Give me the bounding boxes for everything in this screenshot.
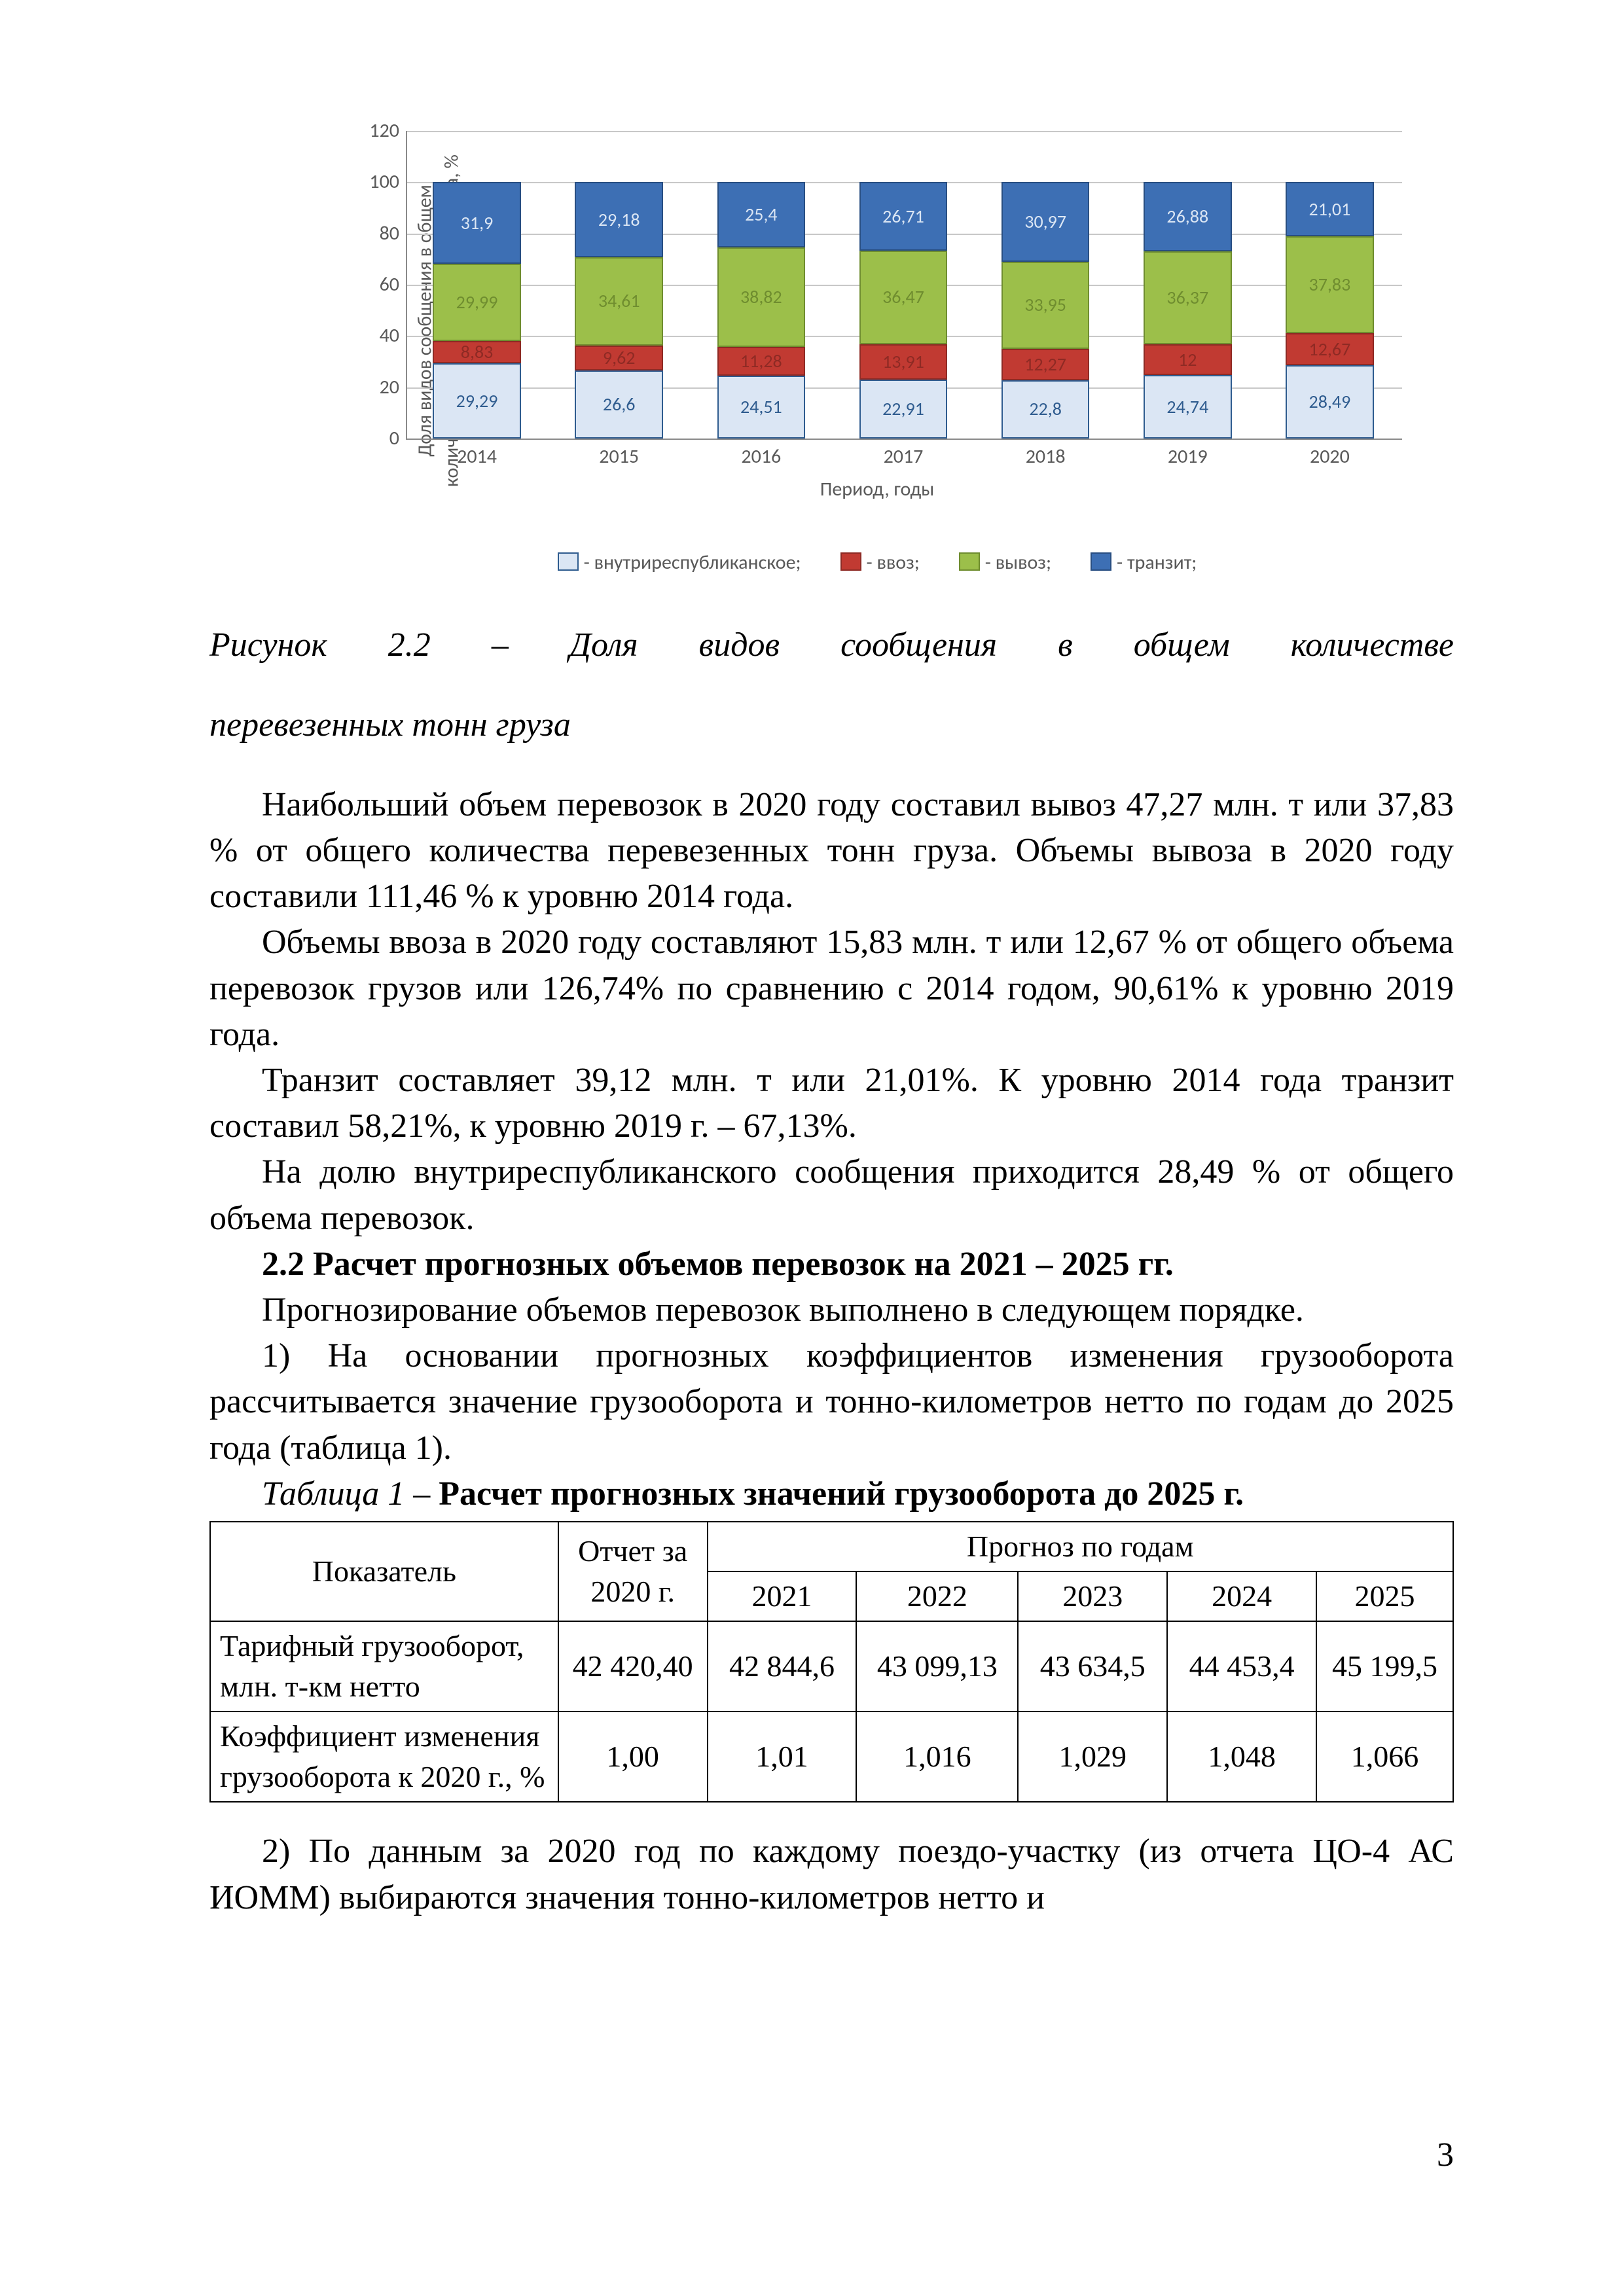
y-tick-label: 40	[360, 323, 399, 350]
bar-segment-transit: 29,18	[575, 182, 663, 257]
chart-stacked-bar: Доля видов сообщения в общем количестве …	[340, 118, 1414, 524]
table-row: Тарифный грузооборот, млн. т-км нетто42 …	[210, 1621, 1453, 1712]
bar-segment-internal: 24,51	[717, 376, 806, 439]
bar-segment-import: 11,28	[717, 347, 806, 376]
th-report-2020: Отчет за 2020 г.	[558, 1522, 708, 1621]
x-category-label: 2018	[1001, 444, 1090, 471]
th-year: 2021	[708, 1571, 857, 1621]
table-row: Коэффициент изменения грузооборота к 202…	[210, 1712, 1453, 1802]
td-label: Тарифный грузооборот, млн. т-км нетто	[210, 1621, 558, 1712]
td-value: 1,01	[708, 1712, 857, 1802]
bar-segment-export: 29,99	[433, 264, 521, 340]
bar-segment-internal: 28,49	[1286, 365, 1374, 439]
y-tick-label: 20	[360, 374, 399, 401]
table-title: Таблица 1 – Расчет прогнозных значений г…	[209, 1471, 1454, 1517]
bar-segment-export: 34,61	[575, 257, 663, 346]
figure-caption-line2: перевезенных тонн груза	[209, 702, 1454, 748]
legend-label: - вывоз;	[985, 550, 1051, 575]
legend-label: - внутриреспубликанское;	[584, 550, 801, 575]
bar-segment-export: 36,37	[1144, 251, 1232, 344]
th-year: 2024	[1167, 1571, 1316, 1621]
legend-swatch	[558, 552, 579, 571]
y-tick-label: 80	[360, 220, 399, 247]
bar-segment-internal: 24,74	[1144, 375, 1232, 439]
bar-segment-internal: 29,29	[433, 363, 521, 439]
bar-segment-export: 33,95	[1001, 262, 1090, 349]
y-tick-label: 100	[360, 169, 399, 196]
bar-segment-import: 13,91	[859, 344, 948, 380]
bar-segment-internal: 22,8	[1001, 380, 1090, 439]
th-forecast-group: Прогноз по годам	[708, 1522, 1453, 1571]
paragraph-7: 2) По данным за 2020 год по каждому поез…	[209, 1829, 1454, 1920]
legend-label: - ввоз;	[867, 550, 920, 575]
x-category-label: 2015	[575, 444, 663, 471]
td-value: 43 634,5	[1018, 1621, 1167, 1712]
x-category-label: 2019	[1144, 444, 1232, 471]
bar-segment-import: 9,62	[575, 346, 663, 370]
bar-segment-import: 8,83	[433, 341, 521, 364]
legend-item-import: - ввоз;	[840, 550, 920, 577]
th-year: 2025	[1316, 1571, 1453, 1621]
td-value: 1,066	[1316, 1712, 1453, 1802]
bar-segment-transit: 26,88	[1144, 182, 1232, 251]
forecast-table: ПоказательОтчет за 2020 г.Прогноз по год…	[209, 1521, 1454, 1803]
bar-segment-export: 38,82	[717, 247, 806, 347]
bar-segment-import: 12	[1144, 344, 1232, 375]
y-tick-label: 0	[360, 425, 399, 452]
y-tick-label: 60	[360, 272, 399, 298]
x-category-label: 2016	[717, 444, 806, 471]
figure-caption-line1: Рисунок 2.2 – Доля видов сообщения в общ…	[209, 622, 1454, 668]
paragraph-4: На долю внутриреспубликанского сообщения…	[209, 1149, 1454, 1241]
td-value: 1,00	[558, 1712, 708, 1802]
td-value: 42 844,6	[708, 1621, 857, 1712]
table-title-bold: Расчет прогнозных значений грузооборота …	[439, 1475, 1244, 1513]
bar-segment-export: 36,47	[859, 251, 948, 344]
th-year: 2022	[856, 1571, 1018, 1621]
bar-segment-transit: 30,97	[1001, 182, 1090, 261]
paragraph-6: 1) На основании прогнозных коэффициентов…	[209, 1333, 1454, 1471]
legend-item-export: - вывоз;	[959, 550, 1051, 577]
chart-legend: - внутриреспубликанское; - ввоз; - вывоз; -…	[340, 550, 1414, 577]
bar-segment-transit: 26,71	[859, 182, 948, 251]
table-title-prefix: Таблица 1 –	[262, 1475, 439, 1513]
paragraph-1: Наибольший объем перевозок в 2020 году с…	[209, 782, 1454, 920]
bars-layer: 29,298,8329,9931,9 26,69,6234,6129,18 24,5…	[406, 131, 1401, 439]
bar-segment-internal: 26,6	[575, 370, 663, 439]
bar-segment-transit: 31,9	[433, 182, 521, 264]
legend-label: - транзит;	[1117, 550, 1197, 575]
bar-segment-import: 12,67	[1286, 333, 1374, 366]
paragraph-2: Объемы ввоза в 2020 году составляют 15,8…	[209, 920, 1454, 1058]
bar-segment-transit: 25,4	[717, 182, 806, 247]
td-value: 43 099,13	[856, 1621, 1018, 1712]
paragraph-3: Транзит составляет 39,12 млн. т или 21,0…	[209, 1058, 1454, 1149]
x-category-label: 2014	[433, 444, 521, 471]
section-heading: 2.2 Расчет прогнозных объемов перевозок …	[209, 1242, 1454, 1287]
paragraph-5: Прогнозирование объемов перевозок выполн…	[209, 1287, 1454, 1333]
page: Доля видов сообщения в общем количестве …	[0, 0, 1624, 2296]
legend-swatch	[959, 552, 980, 571]
legend-swatch	[840, 552, 861, 571]
legend-swatch	[1091, 552, 1111, 571]
th-indicator: Показатель	[210, 1522, 558, 1621]
td-value: 1,016	[856, 1712, 1018, 1802]
th-year: 2023	[1018, 1571, 1167, 1621]
bar-segment-export: 37,83	[1286, 236, 1374, 333]
td-value: 1,029	[1018, 1712, 1167, 1802]
page-number: 3	[1437, 2132, 1454, 2178]
x-category-label: 2020	[1286, 444, 1374, 471]
bar-segment-internal: 22,91	[859, 380, 948, 439]
y-tick-label: 120	[360, 118, 399, 145]
td-value: 45 199,5	[1316, 1621, 1453, 1712]
legend-item-internal: - внутриреспубликанское;	[558, 550, 801, 577]
legend-item-transit: - транзит;	[1091, 550, 1197, 577]
td-value: 44 453,4	[1167, 1621, 1316, 1712]
td-value: 42 420,40	[558, 1621, 708, 1712]
x-axis-label: Период, годы	[340, 476, 1414, 503]
bar-segment-transit: 21,01	[1286, 182, 1374, 236]
x-category-label: 2017	[859, 444, 948, 471]
td-value: 1,048	[1167, 1712, 1316, 1802]
td-label: Коэффициент изменения грузооборота к 202…	[210, 1712, 558, 1802]
bar-segment-import: 12,27	[1001, 349, 1090, 380]
